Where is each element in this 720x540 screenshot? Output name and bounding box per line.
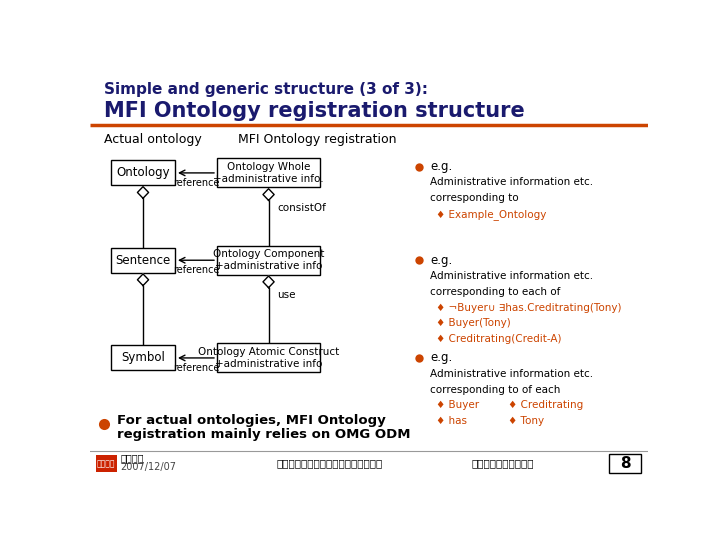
Text: 東京電力: 東京電力 [97,459,115,468]
FancyBboxPatch shape [111,346,175,370]
Text: e.g.: e.g. [431,254,453,267]
FancyBboxPatch shape [111,160,175,185]
FancyBboxPatch shape [111,248,175,273]
FancyBboxPatch shape [96,455,117,472]
Text: use: use [277,290,295,300]
Text: corresponding to each of: corresponding to each of [431,287,561,297]
Text: ♦ Example_Ontology: ♦ Example_Ontology [436,208,546,220]
Text: registration mainly relies on OMG ODM: registration mainly relies on OMG ODM [117,428,410,441]
Text: Simple and generic structure (3 of 3):: Simple and generic structure (3 of 3): [104,82,428,97]
FancyBboxPatch shape [217,158,320,187]
Text: 8: 8 [620,456,631,471]
Text: ♦ Tony: ♦ Tony [508,416,544,426]
Text: MFI Ontology registration: MFI Ontology registration [238,133,397,146]
Text: e.g.: e.g. [431,160,453,173]
Polygon shape [138,187,148,198]
Text: Ontology Component
+administrative info: Ontology Component +administrative info [213,249,324,271]
Text: ♦ Buyer(Tony): ♦ Buyer(Tony) [436,319,510,328]
Text: Ontology: Ontology [116,166,170,179]
Text: ♦ ¬Buyer∪ ∃has.Creditrating(Tony): ♦ ¬Buyer∪ ∃has.Creditrating(Tony) [436,302,621,313]
Text: corresponding to: corresponding to [431,193,519,203]
Text: Administrative information etc.: Administrative information etc. [431,369,593,379]
Text: Ontology Atomic Construct
+administrative info: Ontology Atomic Construct +administrativ… [198,347,339,369]
Text: ♦ Buyer: ♦ Buyer [436,400,479,410]
Text: consistOf: consistOf [277,203,326,213]
Text: Ontology Whole
+administrative info.: Ontology Whole +administrative info. [213,162,324,184]
FancyBboxPatch shape [217,246,320,275]
Text: ♦ Creditrating(Credit-A): ♦ Creditrating(Credit-A) [436,334,562,344]
Text: 東京電力・システム企画部・岡部雅夫: 東京電力・システム企画部・岡部雅夫 [276,458,383,468]
Text: 2007/12/07: 2007/12/07 [121,462,176,472]
Text: ♦ Creditrating: ♦ Creditrating [508,400,584,410]
Text: reference: reference [173,178,220,188]
Text: MFI Ontology registration structure: MFI Ontology registration structure [104,102,525,122]
Text: Actual ontology: Actual ontology [104,133,202,146]
Polygon shape [138,274,148,286]
Text: ♦ has: ♦ has [436,416,467,426]
Text: For actual ontologies, MFI Ontology: For actual ontologies, MFI Ontology [117,414,385,427]
Text: 目的外使用・複製禁止: 目的外使用・複製禁止 [472,458,534,468]
Text: reference: reference [173,265,220,275]
Text: corresponding to of each: corresponding to of each [431,384,561,395]
Polygon shape [263,276,274,288]
FancyBboxPatch shape [217,343,320,373]
Text: Sentence: Sentence [115,254,171,267]
Text: Symbol: Symbol [121,352,165,365]
FancyBboxPatch shape [609,454,642,473]
Polygon shape [263,188,274,200]
Text: e.g.: e.g. [431,352,453,365]
Text: Administrative information etc.: Administrative information etc. [431,271,593,281]
Text: Administrative information etc.: Administrative information etc. [431,178,593,187]
Text: 東京電力: 東京電力 [121,454,144,463]
Text: reference: reference [173,363,220,373]
